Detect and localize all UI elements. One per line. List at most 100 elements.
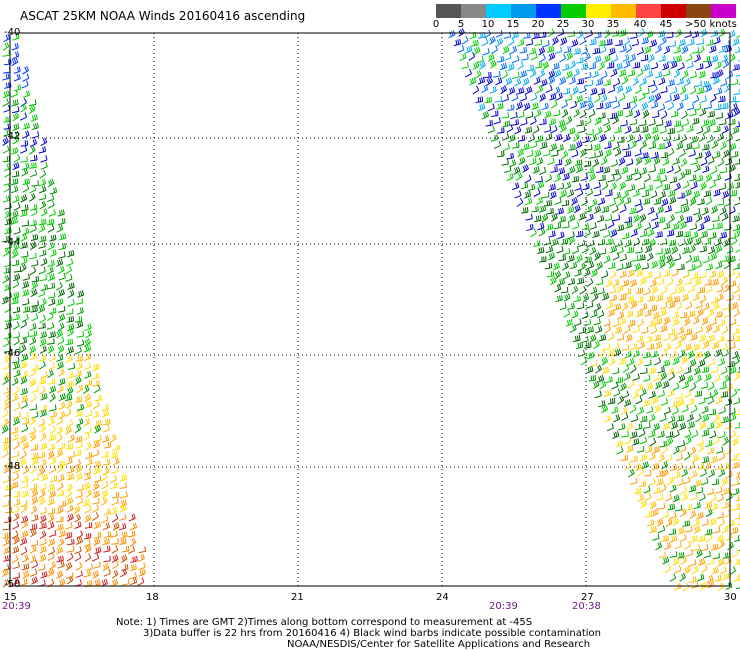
wind-barb bbox=[626, 310, 634, 318]
wind-barb bbox=[501, 158, 509, 166]
wind-barb bbox=[648, 142, 657, 149]
wind-barb bbox=[593, 340, 600, 350]
lon-label: 18 bbox=[146, 592, 159, 603]
wind-barb bbox=[487, 125, 495, 134]
wind-barb bbox=[130, 555, 138, 563]
wind-barb bbox=[551, 150, 559, 157]
wind-barb bbox=[484, 96, 492, 104]
wind-barb bbox=[667, 101, 675, 111]
wind-barb bbox=[58, 272, 66, 281]
wind-barb bbox=[21, 204, 29, 212]
wind-barb bbox=[30, 288, 38, 298]
wind-barb bbox=[624, 350, 632, 359]
wind-barb bbox=[657, 103, 666, 112]
wind-barb bbox=[711, 341, 720, 350]
wind-barb bbox=[84, 379, 93, 387]
wind-barb bbox=[29, 432, 37, 442]
wind-barb bbox=[598, 39, 606, 47]
wind-barb bbox=[11, 554, 19, 564]
wind-barb bbox=[682, 582, 690, 592]
wind-barb bbox=[655, 231, 663, 238]
legend-label: 25 bbox=[556, 19, 570, 30]
wind-barb bbox=[672, 318, 680, 327]
wind-barb bbox=[734, 46, 740, 54]
wind-barb bbox=[670, 287, 678, 296]
wind-barb bbox=[469, 77, 477, 86]
map-title: ASCAT 25KM NOAA Winds 20160416 ascending bbox=[20, 9, 306, 23]
wind-barb bbox=[548, 93, 557, 101]
wind-barb bbox=[618, 294, 627, 301]
wind-barb bbox=[593, 94, 601, 103]
wind-barb bbox=[38, 322, 46, 329]
wind-barb bbox=[19, 450, 27, 460]
wind-barb bbox=[721, 416, 729, 424]
legend-label: 0 bbox=[432, 19, 440, 30]
wind-barb bbox=[2, 578, 10, 588]
wind-barb bbox=[713, 575, 722, 582]
wind-barb bbox=[683, 168, 691, 176]
wind-barb bbox=[2, 73, 10, 81]
wind-barb bbox=[700, 28, 708, 38]
legend-swatch bbox=[461, 4, 486, 18]
wind-barb bbox=[594, 117, 602, 126]
wind-barb bbox=[721, 325, 729, 335]
wind-barb bbox=[624, 436, 632, 445]
wind-barb bbox=[528, 47, 536, 55]
wind-barb bbox=[11, 433, 19, 442]
wind-barb bbox=[39, 507, 48, 515]
wind-barb bbox=[637, 406, 645, 415]
wind-barb bbox=[682, 180, 690, 189]
wind-barb bbox=[594, 390, 602, 399]
wind-barb bbox=[75, 298, 84, 305]
wind-barb bbox=[47, 178, 55, 188]
wind-barb bbox=[496, 150, 505, 158]
wind-barb bbox=[48, 353, 56, 362]
wind-barb bbox=[678, 374, 686, 383]
wind-barb bbox=[643, 485, 651, 494]
wind-barb bbox=[83, 532, 92, 540]
wind-barb bbox=[609, 294, 617, 302]
wind-barb bbox=[655, 248, 663, 255]
wind-barb bbox=[713, 36, 721, 45]
lat-label: -48 bbox=[4, 461, 21, 472]
wind-barb bbox=[735, 270, 740, 279]
wind-barb bbox=[657, 503, 666, 510]
wind-barb bbox=[684, 343, 692, 351]
wind-barb bbox=[721, 212, 729, 222]
wind-barb bbox=[556, 245, 564, 254]
wind-barb bbox=[541, 102, 549, 111]
wind-barb bbox=[608, 47, 616, 56]
wind-barb bbox=[621, 431, 629, 438]
wind-barb bbox=[683, 451, 691, 461]
wind-barb bbox=[710, 72, 718, 79]
wind-barb bbox=[695, 486, 704, 494]
wind-barb bbox=[671, 400, 679, 407]
wind-barb bbox=[56, 481, 64, 491]
wind-barb bbox=[76, 472, 83, 482]
wind-barb bbox=[688, 559, 697, 567]
wind-barb bbox=[3, 401, 11, 410]
wind-barb bbox=[605, 376, 613, 383]
wind-barb bbox=[576, 57, 584, 64]
wind-barb bbox=[542, 61, 550, 70]
wind-barb bbox=[612, 430, 620, 439]
wind-barb bbox=[721, 342, 728, 351]
wind-barb bbox=[554, 173, 561, 183]
wind-barb bbox=[534, 215, 542, 223]
wind-barb bbox=[638, 92, 646, 102]
wind-barb bbox=[622, 189, 630, 199]
wind-barb bbox=[563, 271, 571, 280]
wind-barb bbox=[669, 535, 678, 543]
wind-barb bbox=[550, 125, 558, 134]
wind-barb bbox=[735, 74, 740, 77]
wind-barb bbox=[22, 441, 30, 451]
wind-barb bbox=[690, 158, 698, 165]
wind-barb bbox=[128, 545, 136, 554]
wind-barb bbox=[676, 102, 684, 111]
wind-barb bbox=[641, 126, 649, 133]
wind-barb bbox=[671, 406, 679, 416]
wind-barb bbox=[676, 414, 685, 422]
wind-barb bbox=[609, 112, 618, 120]
wind-barb bbox=[589, 246, 597, 256]
wind-barb bbox=[702, 255, 710, 264]
